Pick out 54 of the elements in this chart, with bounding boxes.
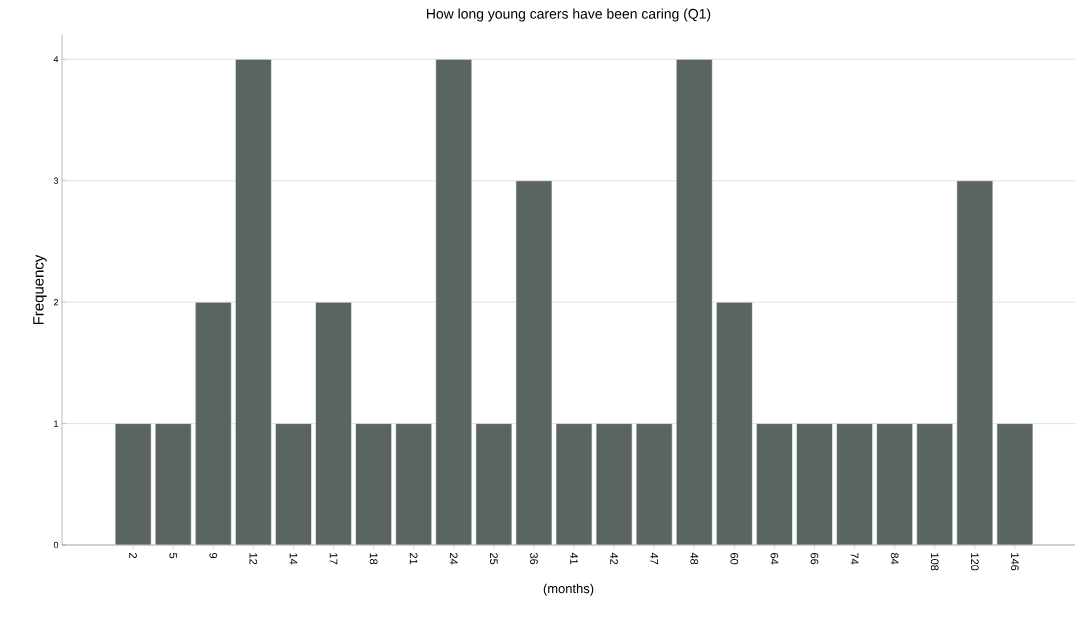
x-tick-label: 18 [369, 553, 378, 565]
y-tick-label: 1 [54, 420, 59, 427]
x-tick-label: 36 [530, 552, 538, 565]
bar [675, 58, 713, 545]
x-tick-label: 60 [730, 553, 739, 565]
bar [996, 423, 1034, 545]
bar [595, 423, 633, 545]
y-tick-label: 2 [53, 299, 59, 306]
x-tick-label: 2 [129, 553, 137, 559]
x-tick-label: 21 [409, 553, 418, 565]
bar [555, 423, 593, 545]
x-tick-label: 108 [930, 553, 939, 571]
bar [154, 423, 192, 545]
bar [315, 301, 352, 545]
bar [956, 180, 994, 545]
x-tick-label: 48 [690, 552, 699, 565]
x-tick-label: 24 [449, 553, 458, 565]
x-tick-label: 64 [770, 553, 779, 565]
bar [515, 180, 553, 545]
x-tick-label: 25 [489, 553, 498, 565]
bar [114, 423, 152, 545]
y-tick-label: 3 [53, 177, 59, 184]
x-tick-label: 120 [970, 553, 979, 571]
bar [916, 423, 954, 545]
x-tick-label: 5 [169, 552, 178, 559]
bar [716, 301, 753, 545]
y-tick-label: 0 [53, 541, 59, 549]
x-tick-label: 47 [650, 552, 658, 565]
bar [756, 423, 793, 545]
y-axis-title: Frequency [33, 254, 47, 325]
x-tick-label: 9 [209, 553, 218, 559]
x-tick-label: 74 [850, 553, 859, 565]
bar [395, 423, 433, 545]
bar [475, 423, 513, 545]
x-tick-label: 146 [1011, 553, 1019, 571]
x-axis-title: (months) [543, 583, 594, 596]
bar [275, 423, 312, 545]
bar [796, 423, 833, 545]
bar [355, 423, 392, 545]
bar [194, 301, 232, 545]
bar [635, 423, 673, 545]
x-tick-label: 66 [810, 553, 819, 565]
bar [876, 423, 913, 545]
x-tick-label: 12 [249, 553, 258, 565]
y-tick-label: 4 [53, 56, 59, 63]
x-tick-label: 41 [570, 552, 578, 565]
bar [235, 58, 272, 545]
x-tick-label: 17 [329, 553, 338, 565]
bar [836, 423, 873, 545]
bar [435, 58, 473, 545]
x-tick-label: 14 [289, 553, 298, 565]
x-tick-label: 84 [890, 552, 899, 565]
chart-title: How long young carers have been caring (Q1) [427, 8, 711, 22]
x-tick-label: 42 [610, 552, 618, 565]
